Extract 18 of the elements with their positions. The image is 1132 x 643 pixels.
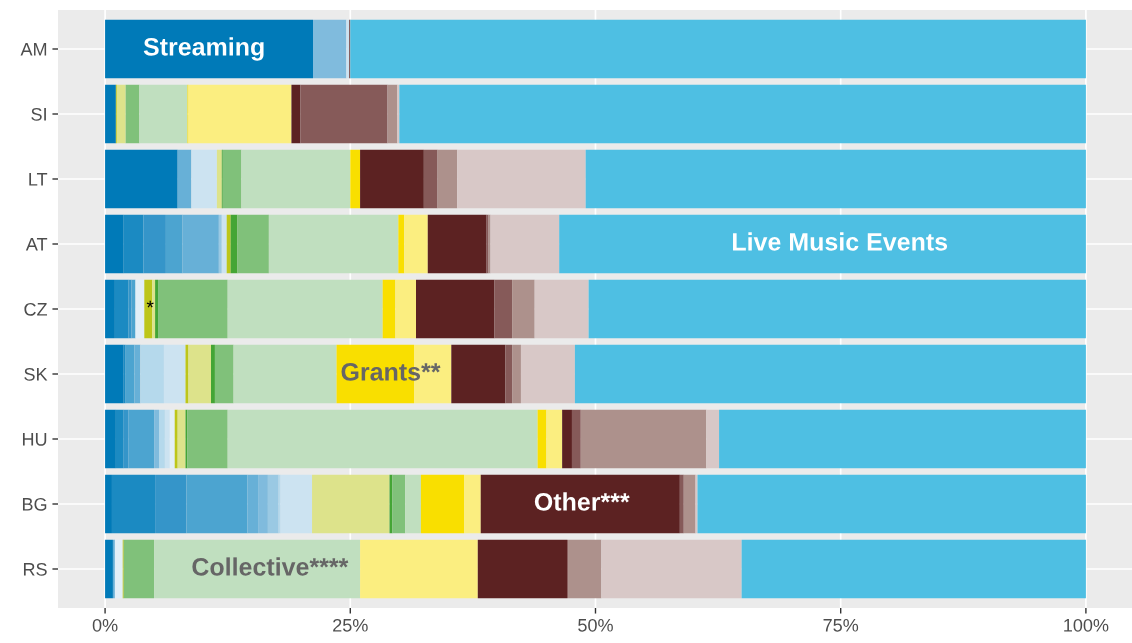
- x-tick-label: 50%: [578, 618, 613, 632]
- x-tick-label: 75%: [823, 618, 859, 632]
- x-tick-label: 100%: [1064, 618, 1109, 632]
- annotation: Streaming: [143, 37, 264, 61]
- y-tick-label: LT: [29, 173, 48, 186]
- y-tick-label: CZ: [24, 302, 48, 316]
- annotation: Other***: [534, 492, 630, 511]
- y-tick-label: BG: [22, 497, 47, 511]
- x-tick-label: 0%: [92, 618, 118, 632]
- annotation: Collective****: [192, 557, 349, 576]
- x-tick-label: 25%: [333, 618, 368, 632]
- y-tick-label: AM: [20, 43, 47, 56]
- y-tick-label: AT: [25, 238, 48, 251]
- y-tick-label: RS: [23, 562, 47, 576]
- y-tick-label: SI: [31, 107, 46, 121]
- y-tick-label: HU: [22, 433, 47, 446]
- annotation: Live Music Events: [733, 232, 948, 251]
- y-tick-label: SK: [24, 367, 48, 381]
